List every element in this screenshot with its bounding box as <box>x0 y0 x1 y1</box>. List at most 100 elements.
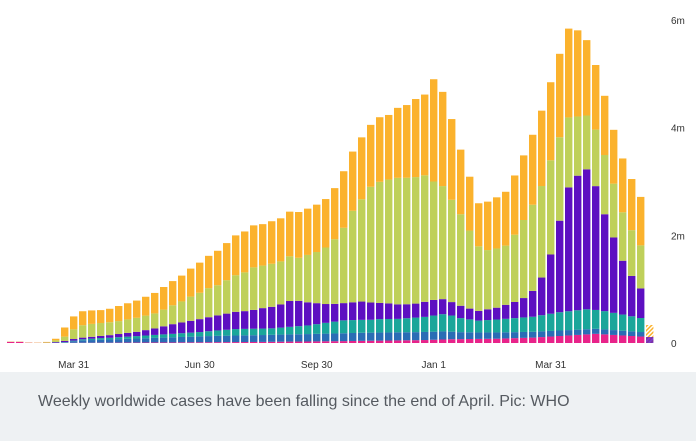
bar-segment-s2-w33 <box>304 325 312 335</box>
bar-segment-s4-w54 <box>493 248 501 308</box>
bar-segment-s0-w69 <box>628 336 636 343</box>
bar-segment-s2-w56 <box>511 318 519 333</box>
bar-segment-s5-w55 <box>502 191 510 246</box>
bar-segment-s1-w12 <box>115 339 123 343</box>
bar-segment-s1-w51 <box>466 332 474 340</box>
bar-segment-s0-w42 <box>385 340 393 343</box>
bar-segment-s3-w45 <box>412 303 420 318</box>
bar-segment-s3-w26 <box>241 311 249 329</box>
bar-segment-s3-w33 <box>304 302 312 326</box>
bar-segment-s5-w26 <box>241 231 249 273</box>
bar-segment-s4-w42 <box>385 179 393 304</box>
bar-segment-s0-w25 <box>232 342 240 343</box>
bar-segment-s4-w61 <box>556 137 564 221</box>
bar-segment-s2-w48 <box>439 314 447 332</box>
bar-segment-s5-w52 <box>475 203 483 247</box>
bar-segment-s4-w64 <box>583 115 591 170</box>
bar-segment-s4-w11 <box>106 322 114 336</box>
bar-segment-s1-w29 <box>268 334 276 342</box>
bar-segment-s5-w43 <box>394 107 402 178</box>
bar-segment-s0-w57 <box>520 337 528 343</box>
bar-segment-s3-w30 <box>277 304 285 328</box>
bar-segment-s1-w56 <box>511 332 519 339</box>
x-axis: Mar 31 Jun 30 Sep 30 Jan 1 Mar 31 <box>58 360 567 371</box>
bar-segment-s1-w37 <box>340 333 348 342</box>
bar-segment-s3-w14 <box>133 331 141 337</box>
caption-text: Weekly worldwide cases have been falling… <box>38 393 570 410</box>
bar-segment-s5-w54 <box>493 197 501 249</box>
bar-segment-s2-w16 <box>151 334 159 338</box>
bar-segment-s5-w42 <box>385 114 393 180</box>
bar-segment-s0-w20 <box>187 342 195 343</box>
bar-segment-s3-w54 <box>493 307 501 320</box>
bar-segment-s4-w22 <box>205 288 213 318</box>
bar-segment-s5-w34 <box>313 204 321 253</box>
bar-segment-s1-w28 <box>259 335 267 342</box>
bar-segment-s1-w9 <box>88 340 96 343</box>
bar-segment-s4-w18 <box>169 305 177 325</box>
bar-segment-s5-w7 <box>70 316 78 330</box>
bar-segment-s4-w8 <box>79 325 87 338</box>
bar-segment-s5-w22 <box>205 255 213 289</box>
bar-segment-s2-w68 <box>619 314 627 331</box>
bar-segment-s0-w59 <box>538 337 546 343</box>
bar-segment-s0-w51 <box>466 339 474 343</box>
bar-segment-s5-w45 <box>412 99 420 178</box>
bar-segment-s3-w62 <box>565 187 573 312</box>
bar-segment-s5-w39 <box>358 137 366 200</box>
bar-segment-s1-w68 <box>619 330 627 336</box>
bar-segment-s2-w53 <box>484 320 492 333</box>
bar-segment-s0-w29 <box>268 341 276 343</box>
bar-segment-s2-w30 <box>277 327 285 335</box>
bar-segment-s4-w34 <box>313 252 321 304</box>
bar-segment-s2-w10 <box>97 338 105 340</box>
bar-segment-s0-w19 <box>178 342 186 343</box>
bar-segment-s3-w42 <box>385 303 393 319</box>
bar-segment-s4-w55 <box>502 245 510 305</box>
bar-segment-s4-w24 <box>223 280 231 314</box>
bar-segment-s3-w21 <box>196 319 204 333</box>
bar-segment-s0-w32 <box>295 341 303 343</box>
bar-segment-s4-w31 <box>286 256 294 302</box>
bar-segment-s3-w10 <box>97 335 105 339</box>
bar-segment-s2-w69 <box>628 316 636 332</box>
bar-segment-s1-w42 <box>385 332 393 341</box>
bar-segment-s0-w44 <box>403 340 411 343</box>
bar-segment-s3-w50 <box>457 305 465 319</box>
bar-segment-s3-w27 <box>250 309 258 329</box>
bar-segment-s1-w65 <box>592 328 600 334</box>
bar-segment-s5-w62 <box>565 28 573 118</box>
bar-segment-s0-w21 <box>196 342 204 343</box>
bar-segment-s1-w43 <box>394 332 402 341</box>
bar-segment-s2-w34 <box>313 324 321 334</box>
bar-segment-s0-w49 <box>448 339 456 343</box>
bar-segment-s2-w54 <box>493 319 501 333</box>
x-tick-label-4: Mar 31 <box>535 360 567 371</box>
bar-segment-s2-w42 <box>385 318 393 333</box>
bar-segment-s0-w50 <box>457 339 465 343</box>
bar-segment-s5-w14 <box>133 300 141 318</box>
bar-segment-s0-w18 <box>169 342 177 343</box>
bar-segment-s4-w7 <box>70 329 78 340</box>
bar-segment-s0-w61 <box>556 336 564 343</box>
bar-segment-s3-w53 <box>484 309 492 321</box>
bar-segment-s4-w60 <box>547 160 555 255</box>
bar-segment-s5-w30 <box>277 218 285 262</box>
bar-segment-s1-w45 <box>412 332 420 341</box>
bar-segment-s4-w57 <box>520 219 528 299</box>
bar-segment-s3-w9 <box>88 336 96 339</box>
bar-segment-s4-w27 <box>250 267 258 310</box>
bar-segment-s4-w23 <box>214 285 222 316</box>
bar-segment-s3-w41 <box>376 302 384 320</box>
bar-segment-s1-w40 <box>367 332 375 341</box>
bar-segment-s2-w19 <box>178 333 186 337</box>
bar-segment-s1-w22 <box>205 336 213 343</box>
y-tick-label-3: 6m <box>671 16 685 27</box>
bar-segment-s4-w50 <box>457 214 465 306</box>
bar-segment-s1-w62 <box>565 330 573 336</box>
partial-week-base <box>646 337 654 343</box>
bar-segment-s1-w60 <box>547 330 555 337</box>
bar-segment-s4-w65 <box>592 129 600 187</box>
bar-segment-s5-w29 <box>268 221 276 264</box>
bar-segment-s5-w28 <box>259 224 267 266</box>
